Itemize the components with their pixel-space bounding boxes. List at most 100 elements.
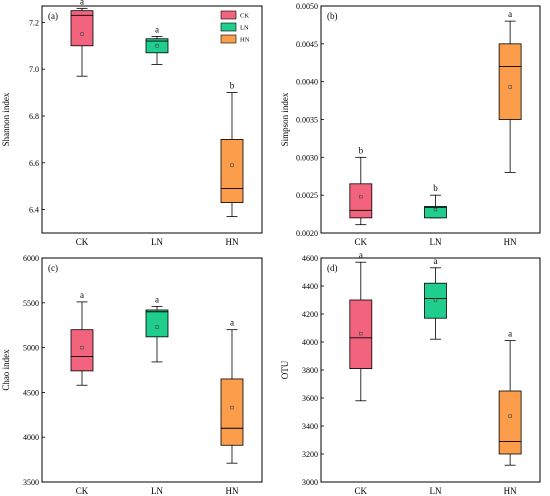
x-category-label: CK xyxy=(76,486,89,496)
x-category-label: CK xyxy=(355,486,368,496)
mean-marker xyxy=(359,331,363,336)
y-tick-label: 3400 xyxy=(302,422,318,431)
box-ck: a xyxy=(349,250,373,402)
box-hn: a xyxy=(498,9,522,173)
y-tick-label: 0.0045 xyxy=(296,40,318,49)
iqr-box xyxy=(145,38,169,54)
plot-frame xyxy=(41,5,263,234)
mean-marker xyxy=(508,414,512,418)
x-category-label: CK xyxy=(355,237,368,247)
significance-letter: a xyxy=(230,318,234,328)
iqr-box xyxy=(424,206,447,219)
panel-a: 6.4 6.6 6.8 7.0 7.2 Shannon index (a) a CK a LN b HN… xyxy=(1,0,263,247)
y-tick-label: 0.0035 xyxy=(296,116,318,125)
x-category-label: LN xyxy=(151,237,163,247)
x-category-label: HN xyxy=(225,237,238,247)
iqr-box xyxy=(498,390,522,455)
iqr-box xyxy=(349,183,373,219)
legend-swatch xyxy=(220,34,237,44)
y-tick-label: 0.0040 xyxy=(296,78,318,87)
y-tick-label: 3500 xyxy=(23,478,39,487)
significance-letter: a xyxy=(155,294,159,304)
x-category-label: CK xyxy=(76,237,89,247)
box-ck: b xyxy=(349,145,373,226)
mean-marker xyxy=(80,345,84,350)
y-tick-label: 3600 xyxy=(302,394,318,403)
panel-d: 3000 3200 3400 3600 3800 4000 4200 4400 4600 OTU (… xyxy=(280,250,541,496)
legend-entry: LN xyxy=(240,25,249,32)
mean-marker xyxy=(155,325,159,329)
legend-entry: CK xyxy=(240,13,249,20)
y-tick-label: 0.0050 xyxy=(296,2,318,11)
x-category-label: HN xyxy=(504,486,517,496)
mean-marker xyxy=(155,44,159,48)
y-axis-label: Chao index xyxy=(1,349,11,391)
y-tick-label: 0.0030 xyxy=(296,153,318,162)
box-hn: b xyxy=(220,81,244,218)
x-category-label: HN xyxy=(504,237,517,247)
x-category-label: LN xyxy=(429,237,441,247)
box-ln: a xyxy=(145,24,169,65)
box-ck: a xyxy=(70,290,94,386)
box-ln: a xyxy=(145,294,169,363)
significance-letter: a xyxy=(508,9,512,19)
iqr-box xyxy=(349,299,373,369)
y-tick-label: 6000 xyxy=(23,254,39,263)
y-tick-label: 3000 xyxy=(302,478,318,487)
mean-marker xyxy=(230,405,234,410)
legend-entry: HN xyxy=(240,37,250,44)
iqr-box xyxy=(220,138,244,203)
iqr-box xyxy=(70,10,94,47)
y-tick-label: 7.2 xyxy=(29,18,39,27)
y-tick-label: 6.6 xyxy=(29,159,39,168)
panel-label: (a) xyxy=(48,11,58,21)
iqr-box xyxy=(498,43,522,120)
significance-letter: a xyxy=(359,250,363,260)
y-tick-label: 5500 xyxy=(23,299,39,308)
y-tick-label: 4200 xyxy=(302,310,318,319)
iqr-box xyxy=(70,329,94,372)
mean-marker xyxy=(508,85,512,89)
y-tick-label: 4400 xyxy=(302,282,318,291)
significance-letter: a xyxy=(155,24,159,34)
y-tick-label: 6.4 xyxy=(29,206,39,215)
y-tick-label: 0.0025 xyxy=(296,191,318,200)
y-tick-label: 4600 xyxy=(302,254,318,263)
box-hn: a xyxy=(220,318,244,464)
y-tick-label: 4000 xyxy=(302,338,318,347)
y-tick-label: 4500 xyxy=(23,388,39,397)
legend-swatch xyxy=(220,22,237,32)
significance-letter: a xyxy=(433,256,437,266)
legend: CK LN HN xyxy=(220,10,250,44)
y-axis-label: OTU xyxy=(280,360,290,379)
significance-letter: b xyxy=(433,183,438,193)
box-ln: b xyxy=(424,183,447,219)
x-category-label: LN xyxy=(429,486,441,496)
box-ln: a xyxy=(424,256,447,340)
iqr-box xyxy=(220,378,244,446)
box-ck: a xyxy=(70,0,94,77)
mean-marker xyxy=(433,298,438,302)
y-tick-label: 3800 xyxy=(302,366,318,375)
y-tick-label: 0.0020 xyxy=(296,229,318,238)
y-tick-label: 3200 xyxy=(302,450,318,459)
panel-c: 3500 4000 4500 5000 5500 6000 Chao index (c) a CK… xyxy=(1,254,263,496)
significance-letter: b xyxy=(359,145,364,155)
y-tick-label: 4000 xyxy=(23,433,39,442)
panel-b: 0.0020 0.0025 0.0030 0.0035 0.0040 0.0045 0.00… xyxy=(280,2,541,247)
iqr-box xyxy=(424,282,447,319)
significance-letter: b xyxy=(230,81,235,91)
mean-marker xyxy=(433,207,438,212)
y-tick-label: 6.8 xyxy=(29,112,39,121)
plot-frame xyxy=(41,257,263,483)
panel-label: (c) xyxy=(48,263,58,273)
iqr-box xyxy=(145,309,169,338)
legend-swatch xyxy=(220,10,237,20)
y-tick-label: 7.0 xyxy=(29,65,39,74)
panel-label: (d) xyxy=(327,263,338,273)
y-tick-label: 5000 xyxy=(23,344,39,353)
significance-letter: a xyxy=(508,329,512,339)
panel-label: (b) xyxy=(327,11,338,21)
mean-marker xyxy=(359,194,363,199)
